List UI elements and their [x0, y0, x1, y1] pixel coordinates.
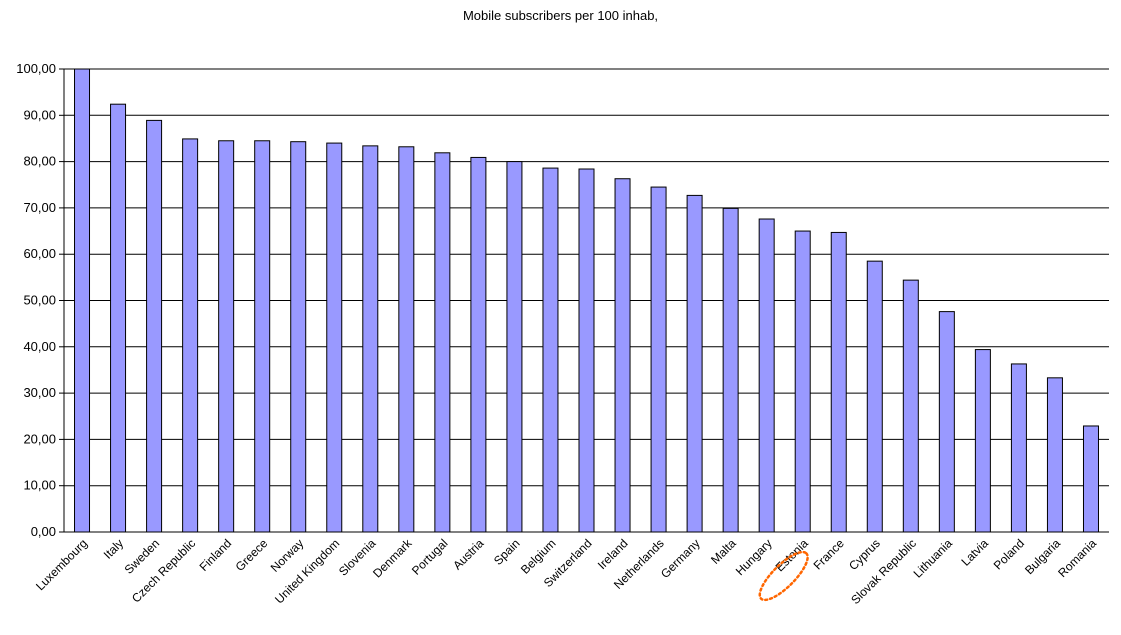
x-tick-label: United Kingdom — [272, 536, 342, 606]
x-tick-label: Finland — [197, 536, 235, 574]
x-tick-label: Austria — [450, 536, 487, 573]
bar — [794, 230, 811, 533]
highlight-layer — [758, 550, 809, 602]
bar — [218, 140, 235, 533]
bar — [974, 349, 991, 533]
x-tick-label: Latvia — [958, 536, 991, 569]
y-tick-label: 70,00 — [23, 200, 56, 215]
y-tick-label: 90,00 — [23, 107, 56, 122]
x-tick-label: Hungary — [733, 536, 775, 578]
x-tick-label: Luxembourg — [33, 536, 90, 593]
y-axis-ticks: 0,00 10,00 20,00 30,00 40,00 50,00 60,00 70,00 8… — [16, 61, 64, 539]
bar — [254, 140, 271, 533]
x-tick-label: Germany — [658, 536, 703, 581]
bar — [650, 186, 667, 533]
x-tick-label: France — [811, 536, 848, 573]
bar — [182, 138, 199, 533]
bar — [74, 68, 91, 533]
bar — [578, 168, 595, 533]
x-tick-label: Lithuania — [911, 536, 956, 581]
bar — [398, 146, 415, 533]
bar — [110, 103, 127, 533]
bar — [722, 207, 739, 533]
bar — [542, 167, 559, 533]
y-tick-label: 60,00 — [23, 246, 56, 261]
bar — [614, 178, 631, 533]
bar — [830, 231, 847, 533]
y-tick-label: 100,00 — [16, 61, 56, 76]
y-tick-label: 50,00 — [23, 293, 56, 308]
y-tick-label: 40,00 — [23, 339, 56, 354]
y-tick-label: 10,00 — [23, 478, 56, 493]
x-tick-label: Czech Republic — [129, 536, 198, 605]
x-tick-label: Romania — [1055, 536, 1099, 580]
bar — [362, 145, 379, 533]
y-tick-label: 80,00 — [23, 154, 56, 169]
bar — [434, 152, 451, 533]
bars — [74, 68, 1099, 533]
bar — [938, 311, 955, 533]
x-tick-label: Slovak Republic — [848, 536, 919, 607]
x-tick-label: Greece — [233, 536, 271, 574]
x-tick-label: Denmark — [370, 536, 415, 581]
y-tick-label: 30,00 — [23, 385, 56, 400]
bar — [290, 141, 307, 533]
bar — [506, 161, 523, 533]
y-tick-label: 20,00 — [23, 431, 56, 446]
bar — [326, 142, 343, 533]
bar — [470, 156, 487, 533]
highlight-ellipse — [758, 550, 809, 602]
x-tick-label: Italy — [101, 536, 126, 561]
bar — [686, 194, 703, 533]
bar — [758, 218, 775, 533]
bar — [1046, 377, 1063, 533]
chart-title: Mobile subscribers per 100 inhab, — [462, 8, 659, 23]
x-tick-label: Malta — [708, 536, 739, 567]
x-tick-label: Spain — [491, 536, 523, 568]
bar — [146, 119, 163, 533]
bar — [1082, 425, 1099, 533]
x-tick-label: Portugal — [409, 536, 451, 578]
bar — [1010, 363, 1027, 533]
axes — [63, 69, 1109, 533]
y-tick-label: 0,00 — [31, 524, 56, 539]
bar — [902, 279, 919, 533]
bar — [866, 260, 883, 533]
